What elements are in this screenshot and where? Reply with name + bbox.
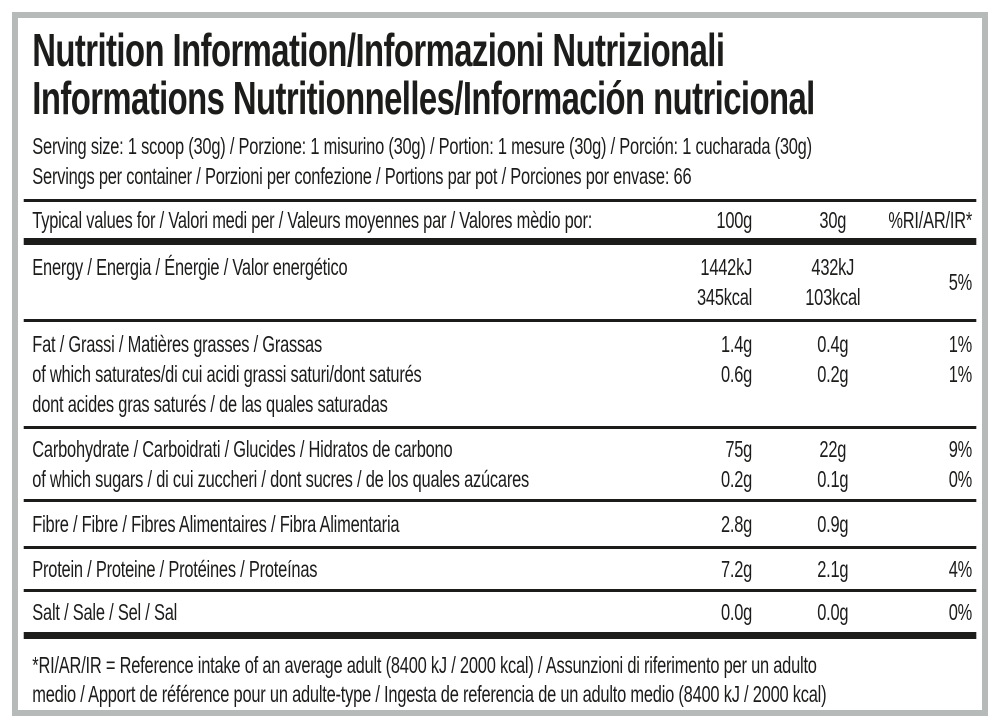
value-30g: 22g 0.1g (817, 436, 849, 492)
table-row-carbohydrate: Carbohydrate / Carboidrati / Glucides / … (23, 429, 977, 502)
table-row-energy: Energy / Energia / Énergie / Valor energ… (23, 245, 977, 322)
value-100g: 0.0g (720, 599, 753, 625)
nutrient-label: Energy / Energia / Énergie / Valor energ… (32, 254, 348, 280)
footnote-line2: medio / Apport de référence pour un adul… (32, 681, 827, 707)
value-100g: 1442kJ 345kcal (696, 254, 753, 310)
servings-per-container-line: Servings per container / Porzioni per co… (32, 163, 692, 189)
ri-value: 5% (948, 269, 973, 295)
ri-value: 1% 1% (948, 331, 973, 387)
value-30g: 0.9g (817, 511, 849, 537)
table-row-fat: Fat / Grassi / Matières grasses / Grassa… (23, 322, 977, 429)
label-title-line1: Nutrition Information/Informazioni Nutri… (32, 24, 725, 76)
header-col-100g: 100g (716, 207, 753, 233)
nutrient-label: Protein / Proteine / Protéines / Proteín… (32, 556, 318, 582)
reference-intake-footnote: *RI/AR/IR = Reference intake of an avera… (18, 651, 982, 709)
ri-value: 4% (948, 556, 973, 582)
nutrient-label: Carbohydrate / Carboidrati / Glucides / … (32, 436, 530, 492)
table-row-fibre: Fibre / Fibre / Fibres Alimentaires / Fi… (23, 502, 977, 549)
value-30g: 0.0g (817, 599, 849, 625)
value-100g: 2.8g (720, 511, 753, 537)
ri-value: 9% 0% (948, 436, 973, 492)
value-30g: 2.1g (817, 556, 849, 582)
nutrition-label: Nutrition Information/Informazioni Nutri… (18, 18, 982, 709)
value-100g: 7.2g (720, 556, 753, 582)
ri-value-empty (886, 509, 976, 539)
serving-size-line: Serving size: 1 scoop (30g) / Porzione: … (32, 133, 812, 159)
table-row-salt: Salt / Sale / Sel / Sal 0.0g 0.0g 0% (23, 592, 977, 639)
nutrient-label: Salt / Sale / Sel / Sal (32, 599, 178, 625)
nutrition-table: Typical values for / Valori medi per / V… (23, 199, 977, 639)
nutrition-label-frame: Nutrition Information/Informazioni Nutri… (12, 12, 988, 716)
header-typical-values: Typical values for / Valori medi per / V… (32, 207, 593, 233)
header-col-ri: %RI/AR/IR* (888, 207, 973, 233)
header-col-30g: 30g (819, 207, 847, 233)
table-row-protein: Protein / Proteine / Protéines / Proteín… (23, 549, 977, 592)
value-100g: 75g 0.2g (720, 436, 753, 492)
ri-value: 0% (948, 599, 973, 625)
table-header-row: Typical values for / Valori medi per / V… (23, 202, 977, 245)
value-100g: 1.4g 0.6g (720, 331, 753, 387)
value-30g: 432kJ 103kcal (805, 254, 861, 310)
nutrient-label: Fibre / Fibre / Fibres Alimentaires / Fi… (32, 511, 400, 537)
nutrient-label: Fat / Grassi / Matières grasses / Grassa… (32, 331, 422, 417)
label-title: Nutrition Information/Informazioni Nutri… (18, 26, 982, 122)
label-title-line2: Informations Nutritionnelles/Información… (32, 72, 815, 124)
value-30g: 0.4g 0.2g (817, 331, 849, 387)
footnote-line1: *RI/AR/IR = Reference intake of an avera… (32, 652, 817, 678)
